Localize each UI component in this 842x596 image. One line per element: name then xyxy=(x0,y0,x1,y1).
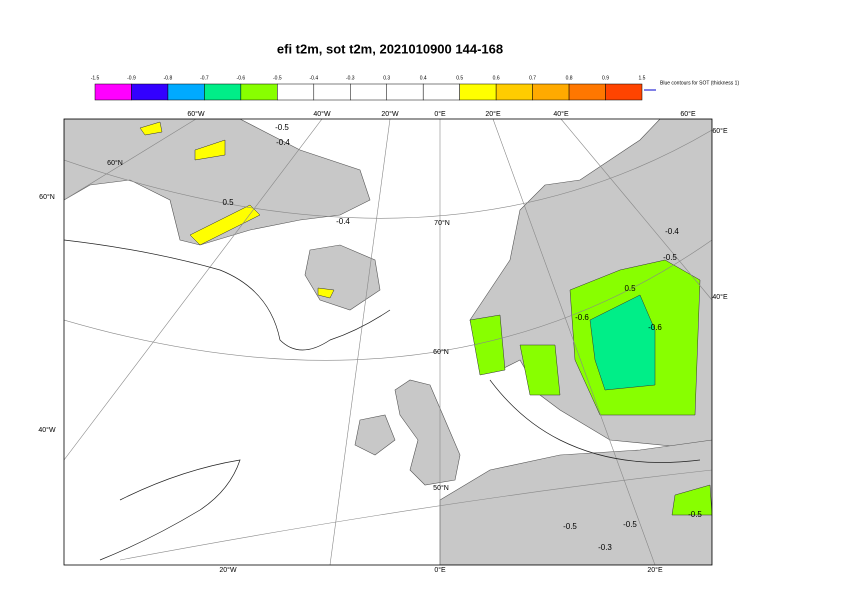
contours xyxy=(64,239,701,561)
colorbar-box xyxy=(495,83,533,101)
geo-label: 60°N xyxy=(107,159,123,167)
geo-label: 50°N xyxy=(433,484,449,492)
efi-area-strong xyxy=(589,294,656,391)
contour-label: -0.5 xyxy=(275,123,289,132)
colorbar-box xyxy=(131,83,169,101)
geo-label: 20°W xyxy=(381,110,399,118)
colorbar-label: -0.6 xyxy=(237,75,246,81)
geo-label: 60°W xyxy=(187,110,205,118)
colorbar-label: 1.5 xyxy=(639,75,646,81)
colorbar-box xyxy=(532,83,570,101)
geo-label: 70°N xyxy=(434,219,450,227)
geo-label: 40°W xyxy=(38,426,56,434)
contour-label: -0.6 xyxy=(648,323,662,332)
geo-label: 60°N xyxy=(433,348,449,356)
colorbar-label: 0.4 xyxy=(420,75,427,81)
colorbar-label: 0.6 xyxy=(493,75,500,81)
colorbar-box xyxy=(605,83,643,101)
colorbar-label: -0.5 xyxy=(273,75,282,81)
efi-warm-areas xyxy=(139,121,335,299)
geo-label: 0°E xyxy=(434,566,446,574)
geo-label: 20°W xyxy=(219,566,237,574)
contour-label: -0.6 xyxy=(575,313,589,322)
legend-note: Blue contours for SOT (thickness 1) xyxy=(660,80,739,86)
map-frame xyxy=(63,118,713,566)
geo-label: 60°E xyxy=(680,110,696,118)
colorbar-label: 0.5 xyxy=(456,75,463,81)
geo-label: 40°E xyxy=(553,110,569,118)
contour-label: -0.5 xyxy=(663,253,677,262)
colorbar-box xyxy=(422,83,460,101)
graticule xyxy=(64,119,712,565)
colorbar-label: -0.8 xyxy=(164,75,173,81)
colorbar-label: -0.4 xyxy=(309,75,318,81)
contour-label: 0.5 xyxy=(624,284,636,293)
colorbar-label: 0.3 xyxy=(383,75,390,81)
colorbar-label: -1.5 xyxy=(91,75,100,81)
geo-label: 20°E xyxy=(485,110,501,118)
colorbar-label: -0.7 xyxy=(200,75,209,81)
geo-label: 40°W xyxy=(313,110,331,118)
contour-label: -0.5 xyxy=(623,520,637,529)
colorbar-box xyxy=(386,83,424,101)
colorbar-label: -0.3 xyxy=(346,75,355,81)
geo-label: 40°E xyxy=(712,293,728,301)
colorbar-box xyxy=(277,83,315,101)
contour-label: -0.3 xyxy=(598,543,612,552)
colorbar-label: 0.9 xyxy=(602,75,609,81)
colorbar-label: -0.9 xyxy=(127,75,136,81)
contour-label: -0.4 xyxy=(665,227,679,236)
colorbar-label: 0.7 xyxy=(529,75,536,81)
colorbar-label: 0.8 xyxy=(566,75,573,81)
colorbar-box xyxy=(459,83,497,101)
geo-label: 60°E xyxy=(712,127,728,135)
geo-label: 60°N xyxy=(39,193,55,201)
contour-label: -0.5 xyxy=(563,522,577,531)
colorbar-box xyxy=(240,83,278,101)
map: -0.5 -0.4 0.5 -0.4 -0.4 -0.5 -0.6 -0.6 0.5 -0.5 -0… xyxy=(64,119,712,565)
colorbar-box xyxy=(167,83,205,101)
colorbar-box xyxy=(204,83,242,101)
colorbar-box xyxy=(568,83,606,101)
contour-label: -0.4 xyxy=(336,217,350,226)
geo-label: 20°E xyxy=(647,566,663,574)
contour-label: -0.5 xyxy=(688,510,702,519)
colorbar-box xyxy=(313,83,351,101)
colorbar: -1.5 -0.9 -0.8 -0.7 -0.6 -0.5 -0.4 -0.3 0.3 0.4 0.… xyxy=(91,75,646,101)
colorbar-box xyxy=(94,83,132,101)
colorbar-box xyxy=(350,83,387,101)
geo-label: 0°E xyxy=(434,110,446,118)
title: efi t2m, sot t2m, 2021010900 144-168 xyxy=(277,41,503,56)
contour-label: 0.5 xyxy=(222,198,234,207)
contour-label: -0.4 xyxy=(276,138,290,147)
